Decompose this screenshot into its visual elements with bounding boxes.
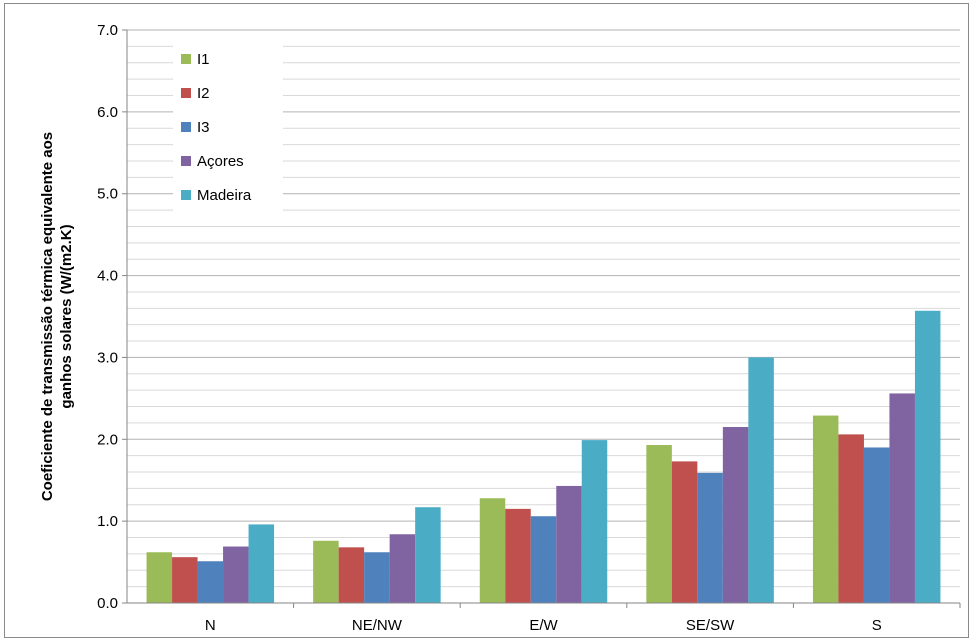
bar-açores-n bbox=[223, 546, 249, 603]
legend-swatch bbox=[181, 156, 191, 166]
legend-swatch bbox=[181, 190, 191, 200]
y-axis-title-line: ganhos solares (W/(m2.K) bbox=[58, 224, 75, 408]
x-tick-label: S bbox=[872, 617, 882, 634]
bar-madeira-se-sw bbox=[748, 357, 774, 603]
x-tick-label: SE/SW bbox=[686, 617, 735, 634]
legend-label: I1 bbox=[197, 51, 210, 68]
bar-i2-s bbox=[838, 434, 864, 603]
legend-background bbox=[173, 42, 283, 218]
legend-label: I3 bbox=[197, 119, 210, 136]
bar-madeira-s bbox=[914, 310, 941, 603]
x-tick-label: N bbox=[205, 617, 216, 634]
bar-i3-n bbox=[197, 561, 224, 603]
y-axis-title: Coeficiente de transmissão térmica equiv… bbox=[39, 132, 75, 501]
bar-i3-e-w bbox=[530, 516, 557, 603]
bar-açores-se-sw bbox=[722, 427, 749, 603]
x-tick-label: E/W bbox=[529, 617, 558, 634]
bar-madeira-e-w bbox=[581, 440, 608, 603]
bar-i1-ne-nw bbox=[313, 540, 339, 603]
legend-swatch bbox=[181, 122, 191, 132]
bar-i2-se-sw bbox=[671, 461, 698, 603]
bar-i2-ne-nw bbox=[338, 547, 365, 603]
x-tick-labels: N NE/NW E/W SE/SW S bbox=[205, 617, 882, 634]
bars bbox=[146, 310, 941, 603]
bar-i1-s bbox=[812, 415, 839, 603]
y-tick-label: 0.0 bbox=[97, 595, 118, 612]
bar-i2-e-w bbox=[505, 508, 531, 603]
bar-i3-ne-nw bbox=[364, 552, 390, 603]
bar-i1-n bbox=[146, 552, 173, 603]
legend-label: Açores bbox=[197, 153, 244, 170]
y-tick-label: 4.0 bbox=[97, 268, 118, 285]
y-tick-label: 3.0 bbox=[97, 349, 118, 366]
y-axis-title-line: Coeficiente de transmissão térmica equiv… bbox=[39, 132, 56, 501]
bar-i2-n bbox=[172, 557, 198, 603]
bar-açores-ne-nw bbox=[389, 534, 416, 603]
legend-label: Madeira bbox=[197, 187, 252, 204]
bar-açores-e-w bbox=[556, 485, 582, 603]
legend-label: I2 bbox=[197, 85, 210, 102]
y-tick-label: 5.0 bbox=[97, 186, 118, 203]
legend-swatch bbox=[181, 88, 191, 98]
bar-i1-e-w bbox=[479, 498, 506, 603]
y-tick-label: 1.0 bbox=[97, 513, 118, 530]
bar-madeira-n bbox=[248, 524, 275, 603]
bar-madeira-ne-nw bbox=[415, 507, 441, 603]
bar-i3-se-sw bbox=[697, 472, 723, 603]
y-tick-label: 6.0 bbox=[97, 104, 118, 121]
y-tick-label: 2.0 bbox=[97, 431, 118, 448]
legend-swatch bbox=[181, 54, 191, 64]
bar-i1-se-sw bbox=[646, 445, 672, 603]
x-tick-label: NE/NW bbox=[352, 617, 403, 634]
y-tick-label: 7.0 bbox=[97, 22, 118, 39]
bar-i3-s bbox=[863, 447, 890, 603]
legend: I1 I2 I3 Açores Madeira bbox=[173, 42, 283, 218]
axes bbox=[122, 29, 961, 608]
y-tick-labels: 0.0 1.0 2.0 3.0 4.0 5.0 6.0 7.0 bbox=[97, 22, 118, 612]
bar-açores-s bbox=[889, 393, 915, 603]
